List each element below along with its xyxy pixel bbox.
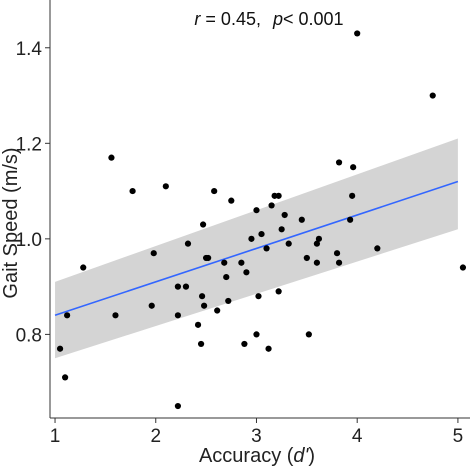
x-tick-label: 2 [150,426,161,447]
data-point [199,221,207,228]
data-point [205,254,212,262]
data-point [198,293,206,300]
data-point [228,197,235,204]
data-point [129,187,136,195]
data-point [349,192,356,199]
data-point [223,273,230,281]
data-point [333,250,341,257]
data-point [197,340,205,348]
x-tick-label: 3 [251,426,262,447]
x-axis: 1 2 3 4 5 [50,417,470,447]
data-points [56,30,467,410]
plot-area [54,30,467,410]
data-point [253,331,260,338]
data-point [182,283,190,290]
y-tick-label: 1.0 [16,230,42,251]
y-axis-title: Gait Speed (m/s) [0,147,22,298]
y-tick-label: 1.4 [16,39,43,60]
data-point [335,259,343,266]
y-tick-label: 0.8 [16,325,42,346]
x-axis-title-prefix: Accuracy ( [199,445,294,467]
data-point [275,288,282,295]
y-ticks: 0.8 1.0 1.2 1.4 [16,39,50,346]
data-point [263,245,270,252]
data-point [268,202,275,209]
data-point [285,240,292,247]
annotation-p: p [272,9,283,29]
annotation-p-value: < 0.001 [283,9,344,29]
annotation-r: r [194,9,201,29]
data-point [298,216,305,223]
data-point [201,302,208,309]
x-ticks: 1 2 3 4 5 [50,418,463,447]
data-point [303,254,310,262]
data-point [64,312,71,319]
data-point [315,235,323,242]
data-point [174,312,182,319]
data-point [221,259,228,266]
data-point [313,259,321,266]
data-point [174,283,182,290]
data-point [148,302,155,309]
data-point [335,159,343,166]
regression-line [54,180,459,317]
x-axis-title: Accuracy (d') [199,445,315,467]
data-point [350,164,357,171]
data-point [184,240,192,247]
data-point [62,374,69,381]
data-point [265,345,272,352]
data-point [211,187,218,195]
data-point [150,250,157,257]
x-axis-title-suffix: ) [308,445,315,467]
data-point [258,230,265,238]
data-point [275,192,282,199]
data-point [255,293,262,300]
data-point [80,264,87,271]
data-point [313,240,321,247]
data-point [108,154,115,161]
data-point [241,340,248,348]
x-tick-label: 5 [453,426,464,447]
data-point [162,183,169,190]
data-point [174,402,182,410]
data-point [112,312,119,319]
x-tick-label: 4 [352,426,363,447]
x-tick-label: 1 [50,426,61,447]
data-point [281,211,288,219]
data-point [347,216,354,223]
data-point [194,321,202,328]
correlation-annotation: r = 0.45, p< 0.001 [194,9,343,29]
data-point [305,331,312,338]
y-axis: 0.8 1.0 1.2 1.4 [16,0,51,418]
x-axis-title-italic: d' [293,445,309,467]
y-tick-label: 1.2 [16,134,42,155]
data-point [238,259,245,266]
data-point [56,345,64,352]
data-point [253,207,260,214]
data-point [278,226,285,233]
data-point [429,92,436,99]
data-point [459,264,467,271]
data-point [214,307,221,314]
data-point [248,235,255,242]
data-point [374,245,381,252]
annotation-r-value: = 0.45, [200,9,261,29]
data-point [225,297,232,305]
data-point [243,269,250,276]
data-point [354,30,361,37]
